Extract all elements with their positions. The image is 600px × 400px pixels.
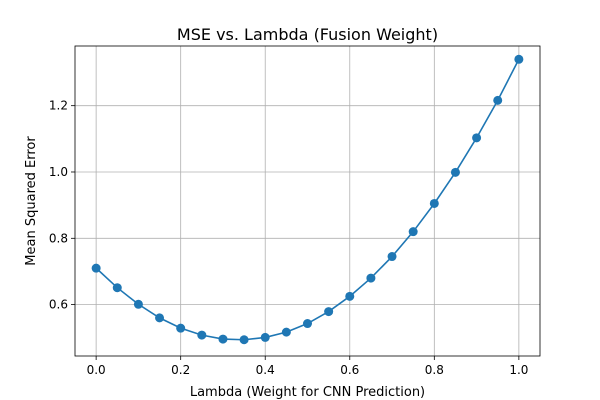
x-axis-label: Lambda (Weight for CNN Prediction) <box>190 385 425 400</box>
x-tick-label: 0.6 <box>340 363 359 377</box>
data-series <box>91 54 524 345</box>
data-point <box>472 133 482 143</box>
y-tick-label: 0.6 <box>49 298 68 312</box>
data-point <box>324 307 334 317</box>
plot-frame <box>74 45 541 357</box>
axis-ticks: 0.0 0.2 0.4 0.6 0.8 1.0 0.6 0.8 1.0 1.2 <box>49 99 529 377</box>
data-point <box>303 319 312 329</box>
data-point <box>345 291 355 301</box>
y-tick-label: 0.8 <box>49 231 68 245</box>
data-point <box>450 167 460 177</box>
x-tick-label: 0.0 <box>87 363 106 377</box>
data-point <box>281 327 291 337</box>
x-tick-label: 0.4 <box>256 363 275 377</box>
data-point <box>239 335 249 345</box>
data-point <box>218 334 228 344</box>
chart-title: MSE vs. Lambda (Fusion Weight) <box>177 25 438 44</box>
data-point <box>91 263 101 273</box>
series-line <box>95 58 520 341</box>
y-tick-label: 1.0 <box>49 165 68 179</box>
x-tick-label: 0.2 <box>171 363 190 377</box>
data-point <box>176 323 186 333</box>
y-axis-label: Mean Squared Error <box>24 136 39 266</box>
data-point <box>260 332 270 342</box>
x-tick-label: 1.0 <box>509 363 528 377</box>
data-point <box>493 95 503 105</box>
data-point <box>408 227 418 237</box>
y-tick-label: 1.2 <box>49 99 68 113</box>
data-point <box>387 252 397 262</box>
data-point <box>112 283 122 293</box>
x-tick-label: 0.8 <box>425 363 444 377</box>
grid-lines <box>75 46 540 356</box>
data-point <box>429 198 439 208</box>
data-point <box>366 273 376 283</box>
data-point <box>514 54 524 64</box>
data-point <box>133 299 143 309</box>
data-point <box>155 313 165 323</box>
data-point <box>197 330 207 340</box>
